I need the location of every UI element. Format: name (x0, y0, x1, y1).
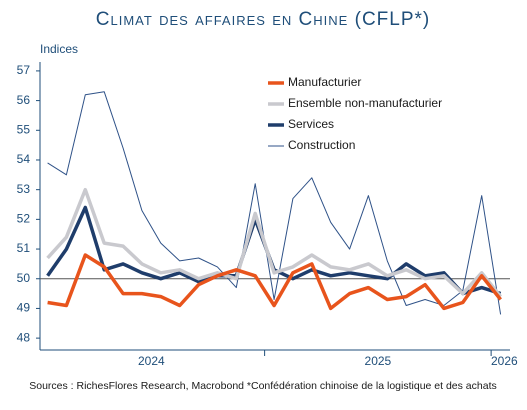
source: Sources : RichesFlores Research, Macrobo… (29, 380, 497, 392)
x-tick-label: 2025 (365, 354, 392, 368)
y-tick-label: 52 (17, 212, 31, 226)
series-line (47, 91, 502, 315)
legend-label: Manufacturier (288, 75, 361, 89)
x-tick-label: 2024 (138, 354, 165, 368)
y-tick-label: 57 (17, 63, 31, 77)
y-axis-label: Indices (40, 42, 78, 56)
series-line (46, 187, 502, 298)
y-tick-label: 56 (17, 93, 31, 107)
legend-label: Ensemble non-manufacturier (288, 96, 442, 110)
series-line (47, 253, 502, 311)
y-tick-label: 55 (17, 122, 31, 136)
y-tick-label: 54 (17, 152, 31, 166)
chart-title: Climat des affaires en Chine (CFLP*) (96, 9, 430, 30)
y-tick-label: 53 (17, 182, 31, 196)
y-tick-label: 49 (17, 301, 31, 315)
legend-label: Services (288, 117, 334, 131)
legend-label: Construction (288, 138, 355, 152)
x-tick-label: 2026 (491, 354, 518, 368)
y-tick-label: 48 (17, 330, 31, 344)
y-tick-label: 51 (17, 241, 31, 255)
y-tick-label: 50 (17, 271, 31, 285)
